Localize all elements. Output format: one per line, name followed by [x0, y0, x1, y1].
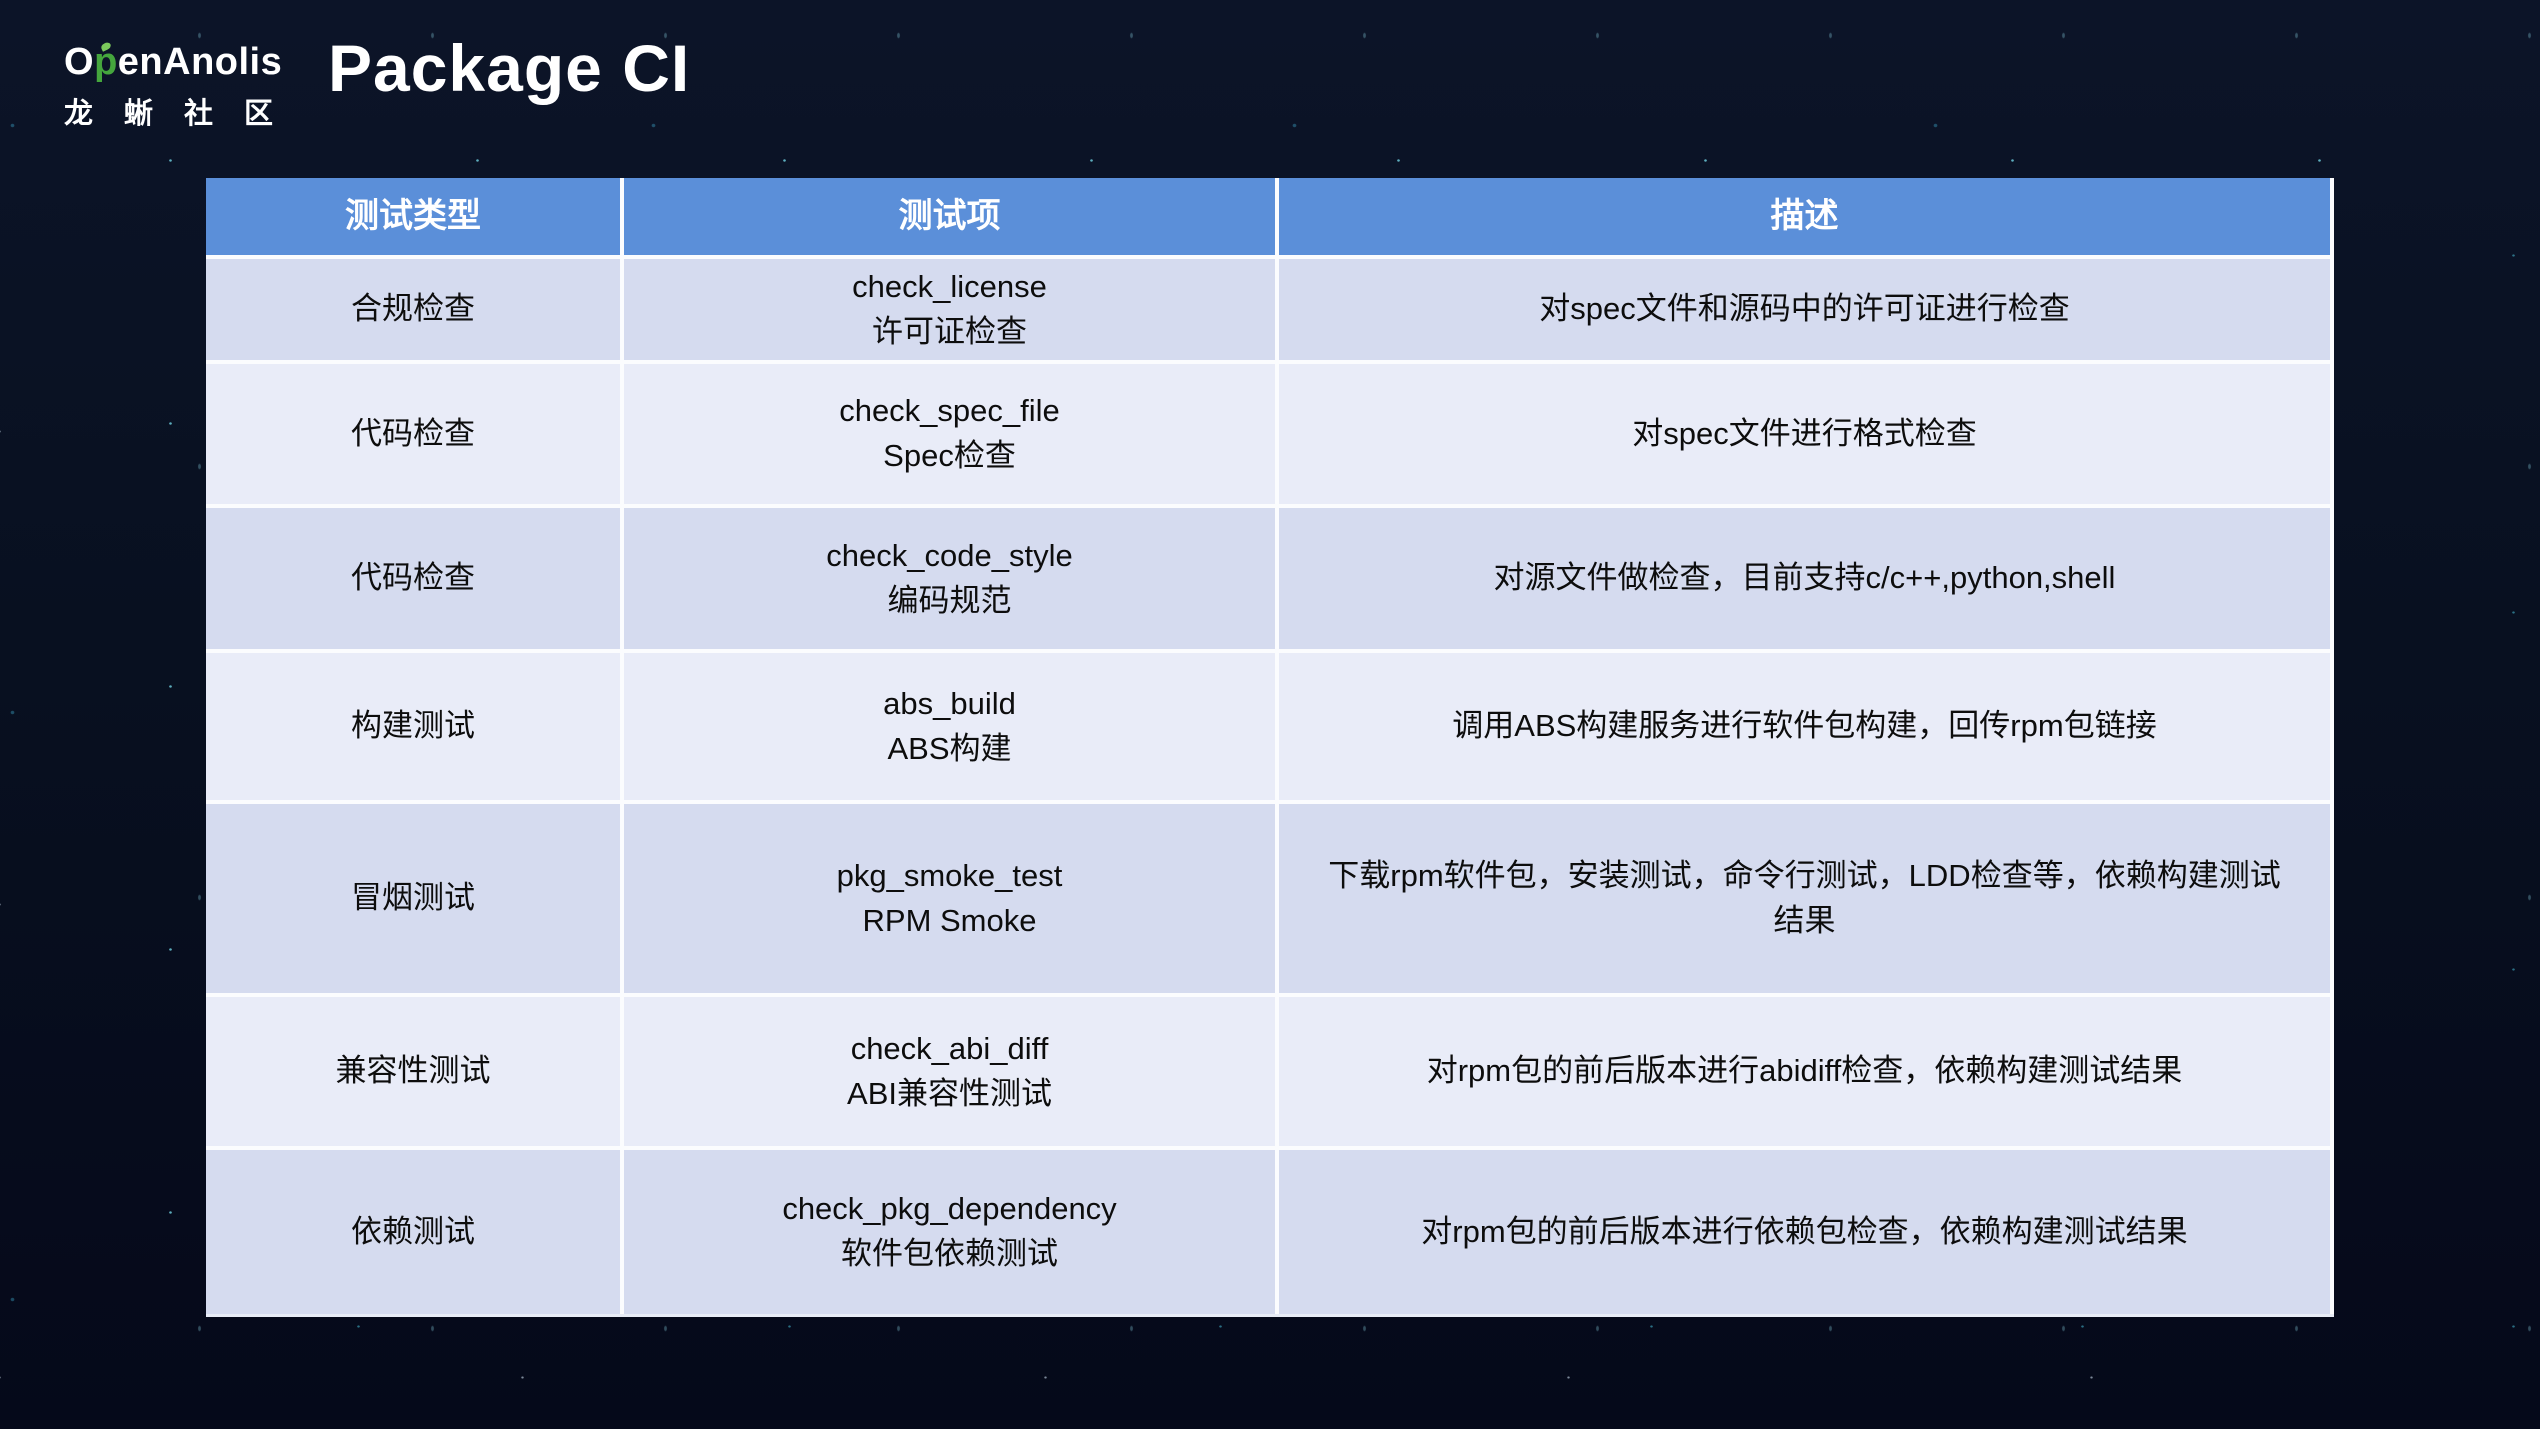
- package-ci-table: 测试类型 测试项 描述 合规检查 check_license 许可证检查 对sp…: [206, 178, 2334, 1317]
- test-item-name-zh: 许可证检查: [872, 313, 1027, 349]
- cell-test-item: check_code_style 编码规范: [624, 508, 1275, 649]
- cell-test-item: check_license 许可证检查: [624, 259, 1275, 360]
- logo-chinese-name: 龙蜥社区: [64, 97, 305, 130]
- table-header-description: 描述: [1279, 178, 2330, 255]
- cell-description: 调用ABS构建服务进行软件包构建，回传rpm包链接: [1279, 653, 2330, 800]
- cell-description: 对spec文件和源码中的许可证进行检查: [1279, 259, 2330, 360]
- cell-test-item: check_spec_file Spec检查: [624, 364, 1275, 504]
- openanolis-logo: OpenAnolis 龙蜥社区: [64, 41, 305, 132]
- test-item-name-zh: ABI兼容性测试: [847, 1075, 1052, 1111]
- cell-test-type: 兼容性测试: [206, 997, 620, 1146]
- cell-test-type: 合规检查: [206, 259, 620, 360]
- cell-description: 对rpm包的前后版本进行abidiff检查，依赖构建测试结果: [1279, 997, 2330, 1146]
- page-title: Package CI: [328, 31, 691, 105]
- test-item-name-zh: Spec检查: [883, 438, 1016, 473]
- test-item-id: check_abi_diff: [850, 1030, 1049, 1066]
- test-item-name-zh: RPM Smoke: [862, 902, 1037, 938]
- test-item-id: check_code_style: [826, 537, 1073, 573]
- cell-test-type: 代码检查: [206, 508, 620, 649]
- test-item-name-zh: 软件包依赖测试: [841, 1236, 1058, 1271]
- test-item-name-zh: ABS构建: [887, 730, 1012, 766]
- cell-description: 对spec文件进行格式检查: [1279, 364, 2330, 504]
- table-header-test-item: 测试项: [624, 178, 1275, 255]
- logo-wordmark-rest: enAnolis: [117, 41, 283, 83]
- test-item-id: check_license: [852, 268, 1047, 304]
- cell-test-item: abs_build ABS构建: [624, 653, 1275, 800]
- test-item-id: check_pkg_dependency: [782, 1191, 1117, 1227]
- test-item-id: abs_build: [883, 685, 1016, 721]
- cell-test-item: check_pkg_dependency 软件包依赖测试: [624, 1150, 1275, 1314]
- cell-test-type: 依赖测试: [206, 1150, 620, 1314]
- cell-description: 对rpm包的前后版本进行依赖包检查，依赖构建测试结果: [1279, 1150, 2330, 1314]
- cell-description: 对源文件做检查，目前支持c/c++,python,shell: [1279, 508, 2330, 649]
- logo-wordmark: OpenAnolis: [64, 41, 304, 84]
- cell-test-item: check_abi_diff ABI兼容性测试: [624, 997, 1275, 1146]
- logo-gecko-icon: p: [94, 41, 118, 83]
- cell-description: 下载rpm软件包，安装测试，命令行测试，LDD检查等，依赖构建测试结果: [1279, 804, 2330, 993]
- logo-letter-o: O: [64, 41, 95, 83]
- cell-test-type: 代码检查: [206, 364, 620, 504]
- cell-test-item: pkg_smoke_test RPM Smoke: [624, 804, 1275, 993]
- test-item-id: pkg_smoke_test: [836, 857, 1063, 893]
- cell-test-type: 构建测试: [206, 653, 620, 800]
- test-item-name-zh: 编码规范: [887, 582, 1012, 618]
- table-header-test-type: 测试类型: [206, 178, 620, 255]
- test-item-id: check_spec_file: [839, 393, 1060, 429]
- cell-test-type: 冒烟测试: [206, 804, 620, 993]
